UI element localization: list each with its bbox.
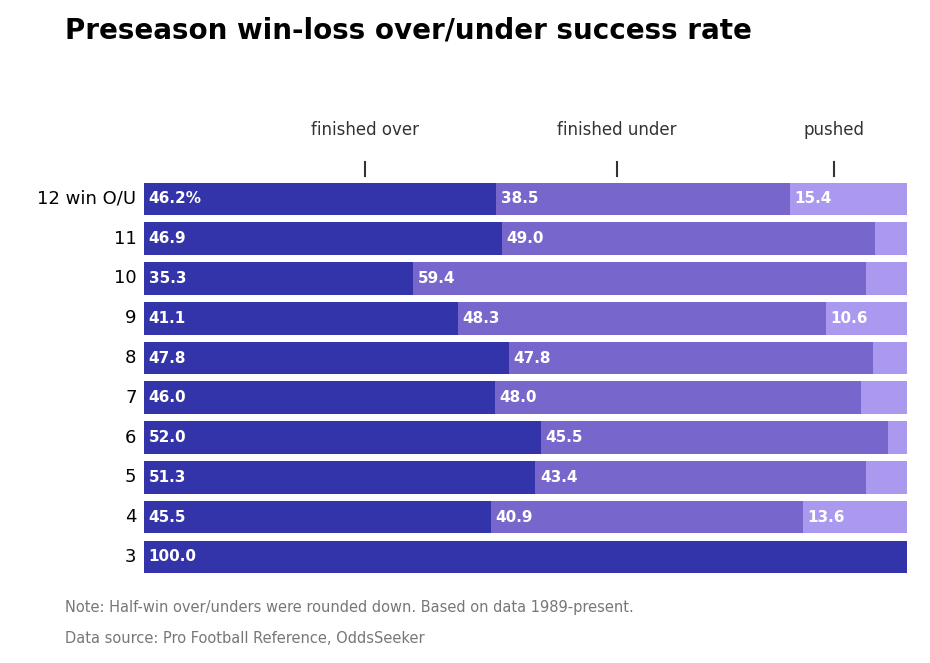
Bar	[144, 421, 540, 454]
Text: 47.8: 47.8	[513, 351, 551, 365]
Text: 8: 8	[126, 349, 137, 367]
Text: 38.5: 38.5	[501, 192, 538, 206]
Bar	[540, 421, 887, 454]
Text: 59.4: 59.4	[418, 271, 456, 286]
Text: 46.9: 46.9	[149, 231, 186, 246]
Text: 10: 10	[113, 269, 137, 288]
Text: 4: 4	[125, 508, 137, 526]
Bar	[144, 461, 536, 494]
Bar	[790, 182, 908, 215]
Text: 7: 7	[125, 389, 137, 407]
Bar	[536, 461, 867, 494]
Text: Preseason win-loss over/under success rate: Preseason win-loss over/under success ra…	[65, 17, 752, 44]
Bar	[826, 302, 907, 335]
Text: finished under: finished under	[557, 121, 677, 139]
Text: 48.3: 48.3	[462, 311, 499, 326]
Text: 40.9: 40.9	[496, 510, 533, 524]
Text: 15.4: 15.4	[794, 192, 832, 206]
Text: 45.5: 45.5	[149, 510, 186, 524]
Bar	[491, 501, 803, 534]
Bar	[144, 222, 502, 255]
Text: finished over: finished over	[312, 121, 419, 139]
Text: 46.0: 46.0	[149, 391, 186, 405]
Text: 3: 3	[125, 548, 137, 566]
Bar	[413, 262, 867, 295]
Text: 52.0: 52.0	[149, 430, 186, 445]
Text: 47.8: 47.8	[149, 351, 186, 365]
Bar	[497, 182, 790, 215]
Bar	[502, 222, 875, 255]
Text: 5: 5	[125, 468, 137, 487]
Bar	[861, 381, 907, 414]
Text: Data source: Pro Football Reference, OddsSeeker: Data source: Pro Football Reference, Odd…	[65, 631, 425, 646]
Bar	[803, 501, 907, 534]
Text: 35.3: 35.3	[149, 271, 186, 286]
Bar	[144, 381, 495, 414]
Text: 51.3: 51.3	[149, 470, 186, 485]
Bar	[144, 182, 497, 215]
Bar	[144, 341, 509, 375]
Text: 46.2%: 46.2%	[149, 192, 202, 206]
Bar	[144, 262, 413, 295]
Bar	[458, 302, 826, 335]
Text: 9: 9	[125, 309, 137, 328]
Bar	[867, 262, 907, 295]
Text: 41.1: 41.1	[149, 311, 186, 326]
Text: 45.5: 45.5	[545, 430, 583, 445]
Text: Note: Half-win over/unders were rounded down. Based on data 1989-present.: Note: Half-win over/unders were rounded …	[65, 600, 634, 615]
Bar	[867, 461, 907, 494]
Text: 10.6: 10.6	[830, 311, 868, 326]
Text: 11: 11	[113, 229, 137, 248]
Text: 48.0: 48.0	[499, 391, 537, 405]
Text: 49.0: 49.0	[506, 231, 544, 246]
Text: 100.0: 100.0	[149, 550, 197, 564]
Bar	[875, 222, 907, 255]
Text: 6: 6	[126, 428, 137, 447]
Text: 13.6: 13.6	[807, 510, 845, 524]
Text: 43.4: 43.4	[540, 470, 578, 485]
Bar	[887, 421, 907, 454]
Text: pushed: pushed	[804, 121, 865, 139]
Bar	[873, 341, 907, 375]
Text: 12 win O/U: 12 win O/U	[37, 190, 137, 208]
Bar	[144, 501, 491, 534]
Bar	[509, 341, 873, 375]
Bar	[144, 540, 907, 573]
Bar	[144, 302, 458, 335]
Bar	[495, 381, 861, 414]
